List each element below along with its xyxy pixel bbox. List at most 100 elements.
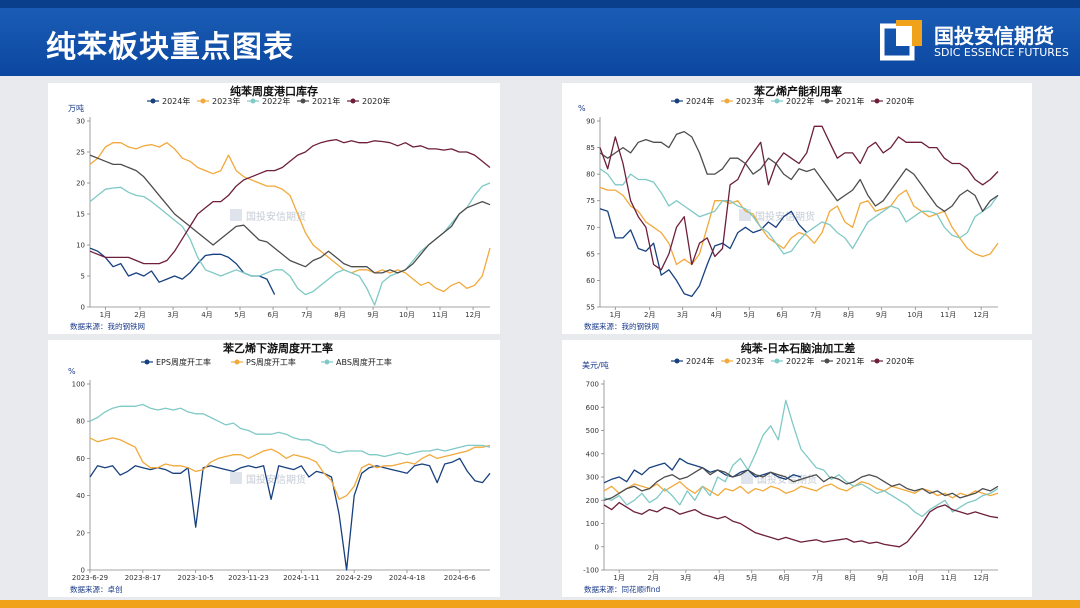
x-tick-label: 1月: [610, 311, 621, 319]
logo-english-name: SDIC ESSENCE FUTURES: [934, 46, 1069, 59]
x-tick-label: 9月: [367, 311, 378, 319]
logo-chinese-name: 国投安信期货: [934, 24, 1054, 48]
watermark-logo-icon: [230, 472, 242, 484]
legend-label: ABS周度开工率: [336, 357, 392, 367]
watermark-logo-icon: [230, 209, 242, 221]
series-line-ABS周度开工率: [89, 403, 491, 458]
series-line-2020年: [599, 125, 999, 271]
legend-label: 2024年: [686, 96, 714, 106]
x-tick-label: 6月: [267, 311, 278, 319]
y-tick-label: 80: [586, 171, 595, 179]
header-bar: 纯苯板块重点图表 国投安信期货 SDIC ESSENCE FUTURES: [0, 0, 1080, 76]
y-tick-label: -100: [583, 567, 599, 575]
x-tick-label: 4月: [713, 574, 724, 582]
x-tick-label: 2024-4-18: [389, 574, 425, 582]
legend-label: PS周度开工率: [246, 357, 296, 367]
x-tick-label: 6月: [779, 574, 790, 582]
chart-panel-naphtha-spread: 国投安信期货 纯苯-日本石脑油加工差 2024年 2023年 2022年 2021年 202…: [562, 340, 1032, 597]
series-line-2022年: [89, 182, 491, 306]
series-line-2021年: [89, 154, 491, 274]
x-tick-label: 1月: [613, 574, 624, 582]
legend-label: 2024年: [686, 356, 714, 366]
series-line-2023年: [599, 186, 999, 266]
data-source-note: 数据来源：我的钢铁网: [70, 321, 145, 331]
watermark-text: 国投安信期货: [246, 210, 306, 223]
y-tick-label: 500: [586, 427, 599, 435]
y-tick-label: 300: [586, 474, 599, 482]
legend-label: 2020年: [886, 356, 914, 366]
y-tick-label: 100: [72, 381, 85, 389]
legend-label: 2021年: [836, 356, 864, 366]
series-line-2022年: [603, 399, 999, 518]
legend-label: 2024年: [162, 96, 190, 106]
series-line-2021年: [603, 467, 999, 501]
y-tick-label: 55: [586, 304, 595, 312]
x-tick-label: 12月: [973, 574, 989, 582]
y-tick-label: 0: [81, 304, 85, 312]
chart-panel-port-inventory: 国投安信期货 纯苯周度港口库存 2024年 2023年 2022年 2021年 2020年万…: [48, 83, 500, 334]
x-tick-label: 8月: [845, 574, 856, 582]
y-tick-label: 90: [586, 118, 595, 126]
series-line-2021年: [599, 130, 999, 212]
chart-panel-styrene-utilization: 国投安信期货 苯乙烯产能利用率 2024年 2023年 2022年 2021年 2020年%…: [562, 83, 1032, 334]
x-tick-label: 1月: [100, 311, 111, 319]
x-tick-label: 10月: [908, 574, 924, 582]
legend-label: 2023年: [212, 96, 240, 106]
watermark-logo-icon: [741, 472, 753, 484]
x-tick-label: 7月: [810, 311, 821, 319]
x-tick-label: 3月: [167, 311, 178, 319]
y-tick-label: 20: [76, 180, 85, 188]
page-title: 纯苯板块重点图表: [46, 30, 294, 65]
y-tick-label: 25: [76, 149, 85, 157]
x-tick-label: 11月: [941, 574, 957, 582]
y-tick-label: 30: [76, 118, 85, 126]
legend-label: 2020年: [886, 96, 914, 106]
x-tick-label: 8月: [843, 311, 854, 319]
series-line-2020年: [89, 138, 491, 265]
y-tick-label: 10: [76, 242, 85, 250]
y-tick-label: 65: [586, 250, 595, 258]
y-tick-label: 85: [586, 144, 595, 152]
y-tick-label: 700: [586, 381, 599, 389]
x-tick-label: 5月: [744, 311, 755, 319]
y-tick-label: 20: [76, 529, 85, 537]
y-tick-label: 600: [586, 404, 599, 412]
x-tick-label: 6月: [776, 311, 787, 319]
y-axis-unit: %: [68, 367, 76, 376]
x-tick-label: 4月: [201, 311, 212, 319]
x-tick-label: 9月: [876, 311, 887, 319]
y-tick-label: 5: [81, 273, 85, 281]
x-tick-label: 10月: [399, 311, 415, 319]
data-source-note: 数据来源：我的钢铁网: [584, 321, 659, 331]
x-tick-label: 2023-11-23: [228, 574, 269, 582]
x-tick-label: 10月: [907, 311, 923, 319]
series-line-2024年: [599, 208, 808, 298]
x-tick-label: 2月: [134, 311, 145, 319]
y-tick-label: 200: [586, 497, 599, 505]
x-tick-label: 12月: [465, 311, 481, 319]
x-tick-label: 9月: [877, 574, 888, 582]
y-tick-label: 60: [76, 455, 85, 463]
x-tick-label: 3月: [677, 311, 688, 319]
y-axis-unit: 万吨: [68, 103, 84, 113]
x-tick-label: 2024-2-29: [336, 574, 372, 582]
x-tick-label: 5月: [746, 574, 757, 582]
chart-title: 纯苯周度港口库存: [230, 84, 318, 98]
x-tick-label: 5月: [234, 311, 245, 319]
legend-label: 2021年: [836, 96, 864, 106]
x-tick-label: 2023-6-29: [72, 574, 108, 582]
y-tick-label: 40: [76, 492, 85, 500]
chart-title: 纯苯-日本石脑油加工差: [741, 341, 856, 355]
x-tick-label: 2023-10-5: [178, 574, 214, 582]
company-logo: 国投安信期货 SDIC ESSENCE FUTURES: [880, 18, 1069, 66]
y-tick-label: 75: [586, 197, 595, 205]
data-source-note: 数据来源：卓创: [70, 584, 123, 594]
series-line-PS周度开工率: [89, 437, 491, 500]
data-source-note: 数据来源：同花顺ifind: [584, 584, 661, 594]
legend-label: 2023年: [736, 356, 764, 366]
x-tick-label: 2月: [644, 311, 655, 319]
chart-title: 苯乙烯产能利用率: [753, 84, 842, 98]
